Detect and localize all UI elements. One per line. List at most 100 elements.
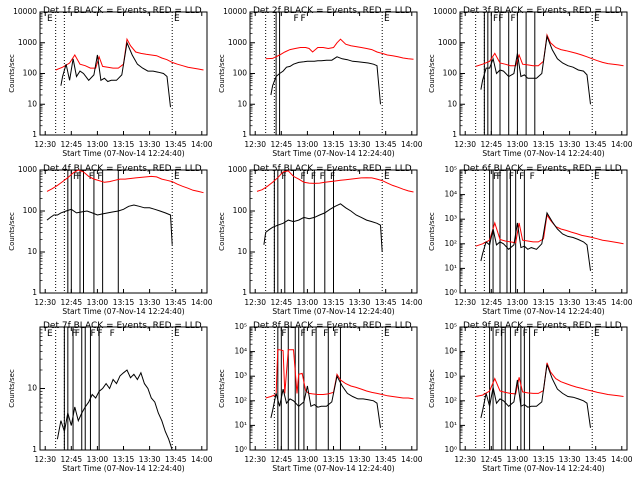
x-tick-label: 13:00 <box>297 455 319 464</box>
x-tick-label: 12:30 <box>244 298 266 307</box>
y-tick-label: 10² <box>444 239 457 248</box>
chart-panel-det-4: Det 4f BLACK = Events, RED = LLD Counts/s… <box>8 164 213 316</box>
y-tick-label: 10³ <box>234 371 247 380</box>
event-marker-label: F <box>90 329 95 339</box>
y-tick-label: 1000 <box>228 38 247 47</box>
x-tick-label: 14:00 <box>611 140 633 149</box>
y-tick-label: 10³ <box>444 371 457 380</box>
chart-title: Det 8f BLACK = Events, RED = LLD <box>253 321 412 331</box>
y-axis-label: Counts/sec <box>428 212 436 251</box>
chart-panel-det-3: Det 3f BLACK = Events, RED = LLD Counts/s… <box>428 6 633 158</box>
event-marker-label: F <box>311 329 316 339</box>
x-tick-label: 14:00 <box>611 455 633 464</box>
x-axis-label: Start Time (07-Nov-14 12:24:40) <box>482 149 604 158</box>
event-marker-label: F <box>293 14 298 24</box>
event-marker-label: F <box>311 172 316 182</box>
event-marker-label: F <box>330 172 335 182</box>
y-tick-label: 100 <box>233 69 248 78</box>
y-tick-label: 10⁴ <box>234 347 247 356</box>
event-marker-label: E <box>47 14 53 24</box>
event-marker-label: F <box>493 14 498 24</box>
series-lld-line <box>265 349 414 400</box>
series-lld-line <box>475 362 624 397</box>
x-tick-label: 12:30 <box>34 140 56 149</box>
y-axis-label: Counts/sec <box>428 369 436 408</box>
event-marker-label: F <box>500 329 505 339</box>
x-tick-label: 13:15 <box>533 140 555 149</box>
event-marker-label: F <box>514 329 519 339</box>
y-tick-label: 10 <box>27 99 37 108</box>
chart-title: Det 9f BLACK = Events, RED = LLD <box>463 321 622 331</box>
chart-title: Det 5f BLACK = Events, RED = LLD <box>253 164 412 174</box>
event-marker-label: E <box>594 14 600 24</box>
y-tick-label: 10 <box>27 247 37 256</box>
series-events-line <box>270 56 381 105</box>
event-marker-label: E <box>174 14 180 24</box>
y-tick-label: 100 <box>23 69 38 78</box>
x-tick-label: 13:45 <box>165 298 187 307</box>
event-marker-label: F <box>497 172 502 182</box>
x-tick-label: 13:45 <box>375 298 397 307</box>
series-events-line <box>480 364 591 428</box>
y-tick-label: 10⁵ <box>444 322 457 331</box>
series-lld-line <box>55 37 204 71</box>
chart-panel-det-8: Det 8f BLACK = Events, RED = LLD Counts/s… <box>218 321 423 473</box>
event-marker-label: F <box>77 172 82 182</box>
x-tick-label: 13:30 <box>139 455 161 464</box>
x-tick-label: 13:30 <box>139 298 161 307</box>
series-events-line <box>46 204 173 245</box>
y-tick-label: 1000 <box>18 38 37 47</box>
chart-panel-det-2: Det 2f BLACK = Events, RED = LLD Counts/s… <box>218 6 423 158</box>
x-tick-label: 12:30 <box>34 455 56 464</box>
x-tick-label: 13:15 <box>533 298 555 307</box>
x-tick-label: 12:30 <box>244 455 266 464</box>
x-axis-label: Start Time (07-Nov-14 12:24:40) <box>272 307 394 316</box>
y-tick-label: 10² <box>234 396 247 405</box>
x-tick-label: 12:45 <box>61 455 83 464</box>
x-tick-label: 12:45 <box>271 298 293 307</box>
x-tick-label: 13:15 <box>113 455 135 464</box>
event-marker-label: F <box>97 329 102 339</box>
x-tick-label: 13:00 <box>297 140 319 149</box>
event-marker-label: F <box>75 329 80 339</box>
chart-panel-det-9: Det 9f BLACK = Events, RED = LLD Counts/s… <box>428 321 633 473</box>
y-tick-label: 10¹ <box>444 263 457 272</box>
y-tick-label: 10⁰ <box>444 445 457 454</box>
x-tick-label: 14:00 <box>191 298 213 307</box>
x-tick-label: 13:00 <box>87 140 109 149</box>
event-marker-label: F <box>533 329 538 339</box>
x-tick-label: 13:45 <box>165 455 187 464</box>
series-lld-line <box>475 33 624 67</box>
series-lld-line <box>46 169 204 194</box>
y-tick-label: 1000 <box>18 165 37 174</box>
chart-panel-det-5: Det 5f BLACK = Events, RED = LLD Counts/s… <box>218 164 423 316</box>
x-tick-label: 13:30 <box>349 455 371 464</box>
x-tick-label: 12:45 <box>61 140 83 149</box>
event-marker-label: E <box>384 172 390 182</box>
x-axis-label: Start Time (07-Nov-14 12:24:40) <box>62 464 184 473</box>
series-events-line <box>270 374 381 428</box>
y-tick-label: 10⁵ <box>234 322 247 331</box>
event-marker-label: F <box>523 329 528 339</box>
x-tick-label: 14:00 <box>191 455 213 464</box>
event-marker-label: F <box>495 329 500 339</box>
y-tick-label: 10⁵ <box>444 165 457 174</box>
y-tick-label: 1 <box>242 130 247 139</box>
event-marker-label: F <box>493 172 498 182</box>
series-lld-line <box>265 38 414 60</box>
x-tick-label: 13:15 <box>113 140 135 149</box>
y-axis-label: Counts/sec <box>8 212 16 251</box>
x-axis-label: Start Time (07-Nov-14 12:24:40) <box>272 149 394 158</box>
event-marker-label: E <box>384 329 390 339</box>
event-marker-label: E <box>594 329 600 339</box>
x-tick-label: 13:00 <box>507 455 529 464</box>
x-tick-label: 13:30 <box>559 140 581 149</box>
y-tick-label: 1 <box>32 288 37 297</box>
x-tick-label: 13:00 <box>507 298 529 307</box>
x-tick-label: 13:45 <box>375 455 397 464</box>
series-events-line <box>263 203 383 253</box>
y-tick-label: 10000 <box>433 7 457 16</box>
x-tick-label: 14:00 <box>401 455 423 464</box>
